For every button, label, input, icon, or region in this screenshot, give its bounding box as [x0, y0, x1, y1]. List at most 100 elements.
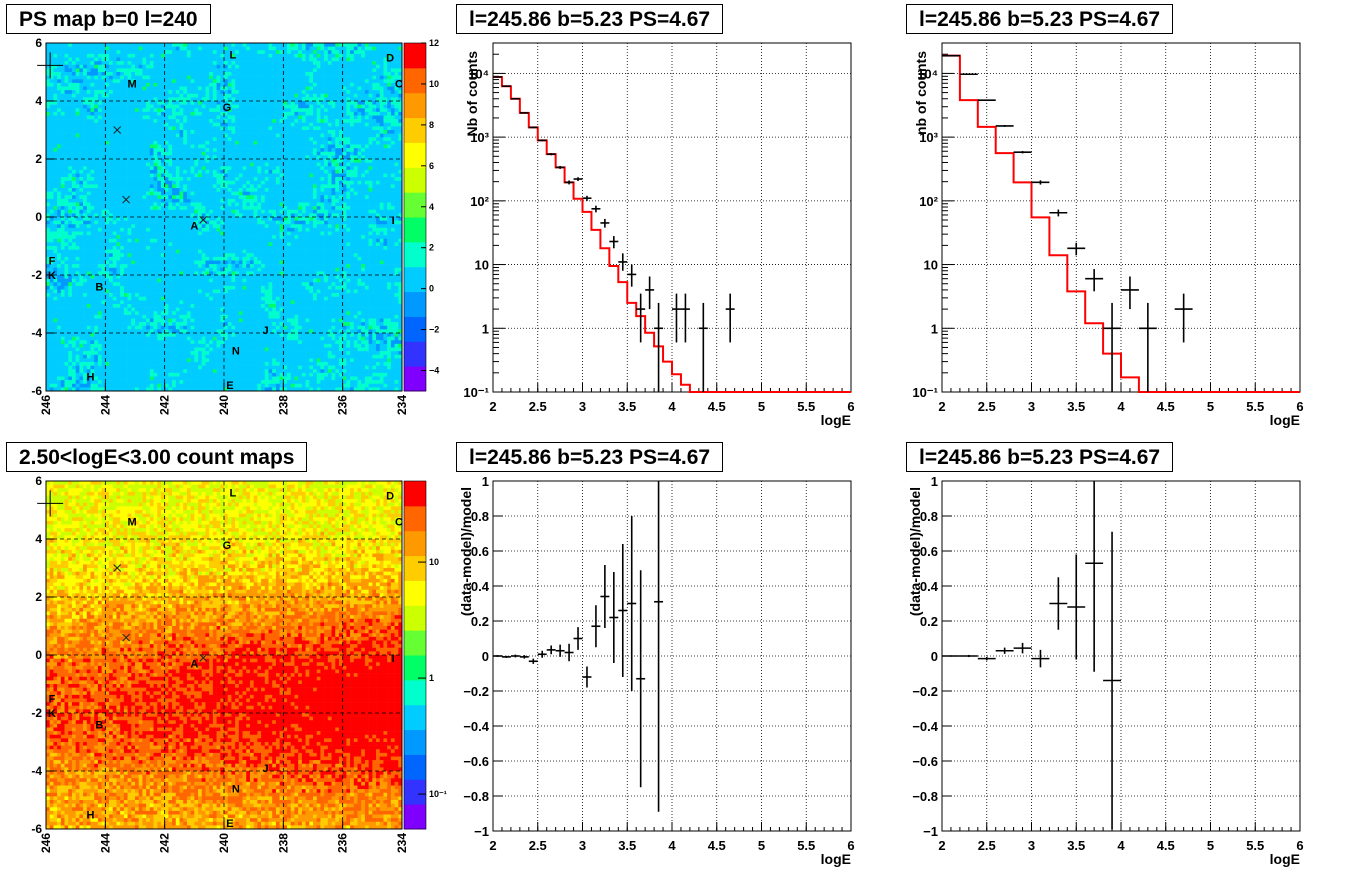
ps_map-pixel: [53, 282, 57, 286]
ps_map-pixel: [76, 297, 80, 301]
ps_map-pixel: [72, 377, 76, 381]
ps_map-pixel: [105, 134, 109, 138]
ps_map-pixel: [109, 221, 113, 225]
ps_map-pixel: [87, 300, 91, 304]
ps_map-pixel: [61, 290, 65, 294]
ps_map-pixel: [83, 199, 87, 203]
ps_map-pixel: [83, 221, 87, 225]
ps_map-pixel: [50, 319, 54, 323]
ps_map-pixel: [94, 123, 98, 127]
ps_map-pixel: [65, 373, 69, 377]
ps_map-pixel: [109, 275, 113, 279]
ps_map-pixel: [109, 358, 113, 362]
ps_map-pixel: [76, 170, 80, 174]
ps_map-pixel: [109, 235, 113, 239]
ps_map-pixel: [94, 101, 98, 105]
ps_map-pixel: [61, 311, 65, 315]
ps_map-pixel: [105, 108, 109, 112]
ps_map-pixel: [76, 163, 80, 167]
ps_map-pixel: [79, 188, 83, 192]
ps_map-pixel: [72, 123, 76, 127]
ps_map-pixel: [46, 355, 50, 359]
ps_map-pixel: [87, 94, 91, 98]
ps_map-pixel: [105, 326, 109, 330]
ps_map-pixel: [91, 87, 95, 91]
ps_map-pixel: [79, 203, 83, 207]
ps_map-pixel: [72, 348, 76, 352]
ps_map-pixel: [46, 130, 50, 134]
ps_map-pixel: [50, 286, 54, 290]
ps_map-pixel: [91, 152, 95, 156]
ps_map-pixel: [79, 174, 83, 178]
ps_map-pixel: [65, 311, 69, 315]
ps_map-pixel: [46, 228, 50, 232]
ps_map-pixel: [50, 250, 54, 254]
ps_map-pixel: [91, 344, 95, 348]
ps_map-pixel: [65, 58, 69, 62]
ps_map-pixel: [79, 232, 83, 236]
ps_map-pixel: [98, 148, 102, 152]
ps_map-pixel: [109, 94, 113, 98]
ps_map-pixel: [50, 152, 54, 156]
ps_map-pixel: [94, 333, 98, 337]
ps_map-pixel: [61, 228, 65, 232]
ps_map-pixel: [76, 282, 80, 286]
ps_map-pixel: [61, 58, 65, 62]
ps_map-pixel: [91, 264, 95, 268]
ps_map-pixel: [83, 145, 87, 149]
ps_map-pixel: [98, 268, 102, 272]
ps_map-pixel: [79, 166, 83, 170]
ps_map-pixel: [94, 308, 98, 312]
ps_map-pixel: [94, 50, 98, 54]
ps_map-pixel: [91, 290, 95, 294]
ps_map-pixel: [57, 322, 61, 326]
ps_map-pixel: [61, 315, 65, 319]
ps_map-pixel: [109, 279, 113, 283]
ps_map-pixel: [57, 315, 61, 319]
ps_map-pixel: [46, 184, 50, 188]
ps_map-pixel: [65, 239, 69, 243]
ps_map-pixel: [94, 87, 98, 91]
ps_map-pixel: [53, 337, 57, 341]
ps_map-pixel: [46, 58, 50, 62]
ps_map-pixel: [61, 199, 65, 203]
ps_map-pixel: [91, 250, 95, 254]
ps_map-pixel: [57, 148, 61, 152]
ps_map-pixel: [72, 65, 76, 69]
ps_map-pixel: [98, 181, 102, 185]
ps_map-pixel: [94, 58, 98, 62]
ps_map-pixel: [57, 116, 61, 120]
ps_map-pixel: [76, 384, 80, 388]
ps_map-pixel: [46, 137, 50, 141]
ps_map-pixel: [91, 232, 95, 236]
ps_map-pixel: [53, 373, 57, 377]
ps_map-pixel: [79, 152, 83, 156]
ps_map-pixel: [83, 112, 87, 116]
ps_map-pixel: [94, 380, 98, 384]
ps_map-pixel: [57, 232, 61, 236]
ps_map-pixel: [87, 217, 91, 221]
ps_map-pixel: [109, 333, 113, 337]
ps_map-pixel: [98, 47, 102, 51]
ps_map-pixel: [76, 373, 80, 377]
ps_map-pixel: [98, 195, 102, 199]
ps_map-pixel: [83, 246, 87, 250]
ps_map-pixel: [94, 224, 98, 228]
ps_map-pixel: [83, 58, 87, 62]
ps_map-pixel: [98, 177, 102, 181]
ps_map-pixel: [76, 315, 80, 319]
ps_map-pixel: [79, 286, 83, 290]
ps_map-pixel: [53, 333, 57, 337]
ps_map-pixel: [98, 101, 102, 105]
ps_map-pixel: [72, 279, 76, 283]
ps_map-pixel: [68, 68, 72, 72]
ps_map-pixel: [83, 261, 87, 265]
ps_map-pixel: [83, 293, 87, 297]
ps_map-pixel: [61, 333, 65, 337]
ps_map-pixel: [98, 50, 102, 54]
ps_map-pixel: [91, 83, 95, 87]
ps_map-pixel: [76, 268, 80, 272]
ps_map-pixel: [91, 90, 95, 94]
ps_map-pixel: [61, 257, 65, 261]
ps_map-pixel: [105, 166, 109, 170]
